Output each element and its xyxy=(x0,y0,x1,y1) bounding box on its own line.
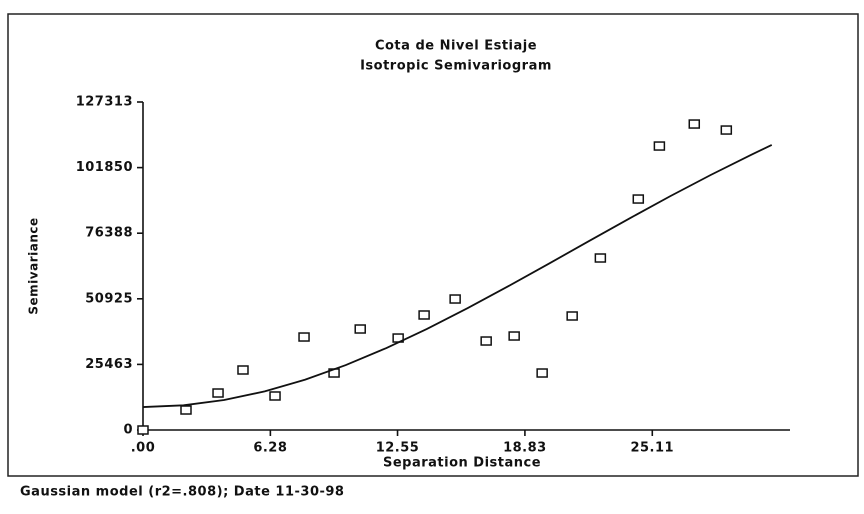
y-tick-label: 25463 xyxy=(85,357,133,372)
data-point xyxy=(180,405,192,415)
y-tick-label: 76388 xyxy=(85,226,133,241)
data-point xyxy=(688,119,701,129)
data-point xyxy=(137,425,149,435)
frame xyxy=(7,13,859,477)
y-tick-label: 50925 xyxy=(85,291,133,306)
y-tick-label: 101850 xyxy=(76,160,133,175)
x-tick-label: 25.11 xyxy=(630,441,674,456)
chart-title: Cota de Nivel Estiaje xyxy=(375,39,537,54)
y-tick-label: 0 xyxy=(123,423,133,438)
x-tick-label: 12.55 xyxy=(376,441,420,456)
data-point xyxy=(508,331,520,341)
data-point xyxy=(720,125,733,135)
data-point xyxy=(536,368,548,378)
y-axis-label: Semivariance xyxy=(27,217,41,314)
chart-subtitle: Isotropic Semivariogram xyxy=(360,59,552,74)
data-point xyxy=(594,253,607,263)
x-tick-label: 6.28 xyxy=(253,441,287,456)
data-point xyxy=(653,141,666,151)
data-point xyxy=(237,365,249,375)
x-axis-label: Separation Distance xyxy=(383,456,541,471)
data-point xyxy=(480,336,492,346)
footnote: Gaussian model (r2=.808); Date 11-30-98 xyxy=(20,485,344,500)
data-point xyxy=(449,294,461,304)
data-point xyxy=(418,310,430,320)
data-point xyxy=(298,332,310,342)
data-point xyxy=(566,311,578,321)
data-point xyxy=(269,391,281,401)
data-point xyxy=(354,324,366,334)
x-tick-label: .00 xyxy=(131,441,156,456)
x-tick-label: 18.83 xyxy=(503,441,547,456)
model-curve xyxy=(142,144,773,408)
data-point xyxy=(632,194,645,204)
y-tick-label: 127313 xyxy=(76,95,133,110)
data-point xyxy=(212,388,224,398)
